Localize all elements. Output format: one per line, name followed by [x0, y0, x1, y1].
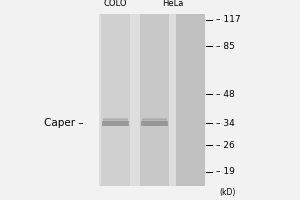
- Text: – 34: – 34: [216, 119, 235, 128]
- Bar: [141, 121, 168, 126]
- Bar: [176, 14, 205, 186]
- Bar: [142, 122, 167, 125]
- Bar: [140, 14, 169, 186]
- Bar: [103, 119, 128, 122]
- Bar: [101, 14, 130, 186]
- Text: (kD): (kD): [219, 188, 236, 197]
- Text: – 19: – 19: [216, 167, 235, 176]
- Text: COLO: COLO: [104, 0, 127, 8]
- Bar: [99, 14, 204, 186]
- Bar: [103, 118, 128, 120]
- Bar: [142, 124, 167, 126]
- Bar: [102, 121, 129, 126]
- Bar: [142, 118, 167, 120]
- Bar: [142, 121, 167, 123]
- Bar: [103, 122, 128, 125]
- Text: HeLa: HeLa: [162, 0, 183, 8]
- Bar: [103, 124, 128, 126]
- Text: – 85: – 85: [216, 42, 235, 51]
- Bar: [103, 121, 128, 123]
- Text: – 26: – 26: [216, 141, 235, 150]
- Text: – 117: – 117: [216, 15, 241, 24]
- Bar: [142, 119, 167, 122]
- Text: – 48: – 48: [216, 90, 235, 99]
- Text: Caper –: Caper –: [44, 118, 84, 128]
